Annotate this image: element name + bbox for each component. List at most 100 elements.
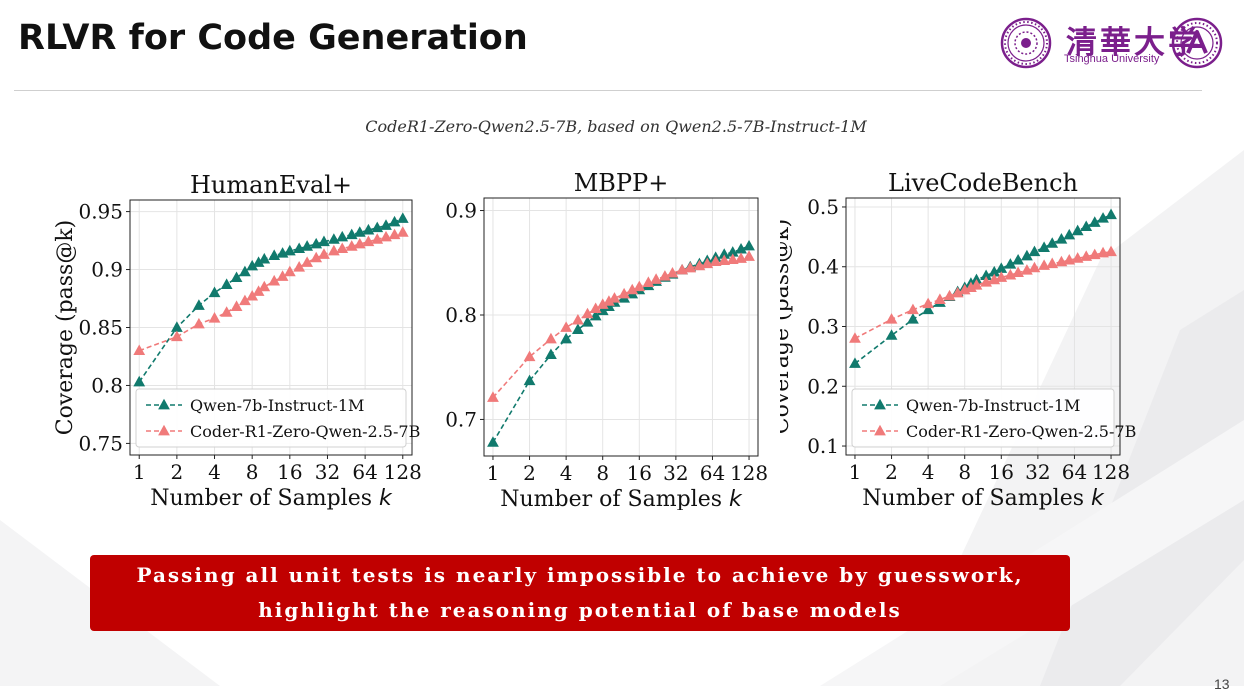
data-point [1080, 220, 1093, 232]
y-axis-label: Coverage (pass@k) [53, 220, 78, 436]
x-tick-label: 32 [1025, 460, 1050, 484]
data-point [487, 391, 499, 402]
data-point [970, 279, 983, 290]
data-point [380, 219, 392, 230]
x-axis-label: Number of Samples k [500, 487, 743, 510]
data-point [1021, 249, 1033, 261]
x-tick-label: 1 [487, 461, 500, 485]
y-tick-label: 0.4 [807, 255, 839, 279]
tsinghua-english-name: Tsinghua University [1064, 53, 1160, 65]
data-point [572, 314, 584, 325]
x-tick-label: 2 [171, 460, 184, 484]
data-point [133, 344, 146, 356]
x-tick-label: 128 [730, 461, 768, 485]
data-point [1046, 237, 1059, 248]
data-point [545, 348, 557, 360]
legend-label: Qwen-7b-Instruct-1M [190, 396, 364, 415]
page-number: 13 [1214, 676, 1230, 692]
x-tick-label: 64 [352, 460, 377, 484]
data-point [608, 292, 621, 303]
data-point [1063, 253, 1076, 265]
livecodebench-chart: 0.1 0.2 0.3 0.4 0.5 1 2 4 8 16 32 64 128 LiveCodeBenc… [780, 170, 1140, 510]
chart-subtitle: CodeR1-Zero-Qwen2.5-7B, based on Qwen2.5… [365, 117, 867, 136]
data-point [907, 313, 919, 324]
legend-label: Coder-R1-Zero-Qwen-2.5-7B [906, 422, 1136, 441]
data-point [318, 248, 330, 259]
data-point [849, 357, 861, 368]
data-point [560, 321, 573, 332]
x-tick-label: 128 [1092, 460, 1130, 484]
data-point [268, 274, 281, 286]
data-point [220, 306, 233, 317]
data-point [726, 253, 739, 264]
data-point [336, 242, 349, 254]
data-point [970, 273, 983, 285]
data-point [726, 246, 739, 257]
chart-title: MBPP+ [574, 170, 669, 197]
chart-svg: 0.1 0.2 0.3 0.4 0.5 1 2 4 8 16 32 64 128 LiveCodeBenc… [780, 170, 1136, 510]
data-point [743, 250, 755, 261]
data-point [193, 317, 205, 329]
series-0 [487, 239, 755, 447]
x-tick-label: 1 [133, 460, 146, 484]
data-point [380, 230, 392, 242]
x-tick-label: 16 [277, 460, 302, 484]
data-point [487, 436, 499, 447]
chart-svg: 0.7 0.8 0.9 1 2 4 8 16 32 64 128 MBPP+ Number of Sam… [445, 170, 768, 510]
data-point [951, 286, 964, 298]
data-point [1071, 252, 1084, 263]
data-point [327, 244, 340, 256]
y-tick-label: 0.85 [78, 316, 123, 340]
data-point [666, 267, 679, 278]
data-point [239, 265, 251, 277]
plot-frame [483, 197, 759, 457]
data-point [1028, 245, 1041, 257]
chart-svg: 0.75 0.8 0.85 0.9 0.95 1 2 4 8 16 32 64 128 HumanEval… [53, 171, 422, 510]
data-point [743, 239, 755, 251]
data-point [1088, 216, 1101, 227]
legend-marker [158, 398, 170, 410]
x-tick-label: 8 [958, 460, 971, 484]
series-0 [849, 208, 1117, 368]
series-line [138, 231, 403, 352]
data-point [246, 259, 259, 271]
x-tick-label: 128 [384, 460, 422, 484]
data-point [596, 298, 609, 309]
data-point [371, 233, 384, 244]
x-tick-label: 4 [560, 461, 573, 485]
x-tick-label: 32 [315, 460, 340, 484]
data-point [388, 215, 401, 227]
data-point [1071, 224, 1084, 236]
data-point [362, 235, 375, 247]
data-point [1004, 258, 1017, 269]
data-point [1012, 266, 1024, 278]
data-point [258, 280, 271, 292]
x-tick-label: 4 [208, 460, 221, 484]
legend-box [135, 388, 407, 448]
x-axis-label: Number of Samples k [862, 486, 1105, 510]
data-point [642, 276, 655, 287]
x-axis-variable: k [379, 486, 393, 510]
legend-label: Qwen-7b-Instruct-1M [906, 396, 1080, 415]
x-tick-label: 4 [922, 460, 935, 484]
legend-marker [874, 424, 886, 436]
data-point [589, 302, 602, 314]
legend-marker [874, 398, 886, 410]
data-point [626, 283, 639, 295]
data-point [1038, 259, 1050, 270]
legend: Qwen-7b-Instruct-1M Coder-R1-Zero-Qwen-2.… [851, 388, 1136, 448]
data-point [922, 297, 935, 309]
data-point [133, 375, 146, 387]
data-point [885, 313, 898, 324]
data-point [276, 270, 289, 281]
data-point [362, 223, 375, 235]
data-point [980, 269, 992, 281]
university-logos: 清華大学 Tsinghua University [1000, 16, 1224, 70]
data-point [735, 242, 747, 254]
series-1 [487, 250, 755, 402]
data-point [1105, 208, 1117, 220]
data-point [523, 374, 536, 386]
data-point [193, 299, 205, 310]
x-tick-label: 16 [989, 460, 1014, 484]
data-point [230, 271, 243, 282]
